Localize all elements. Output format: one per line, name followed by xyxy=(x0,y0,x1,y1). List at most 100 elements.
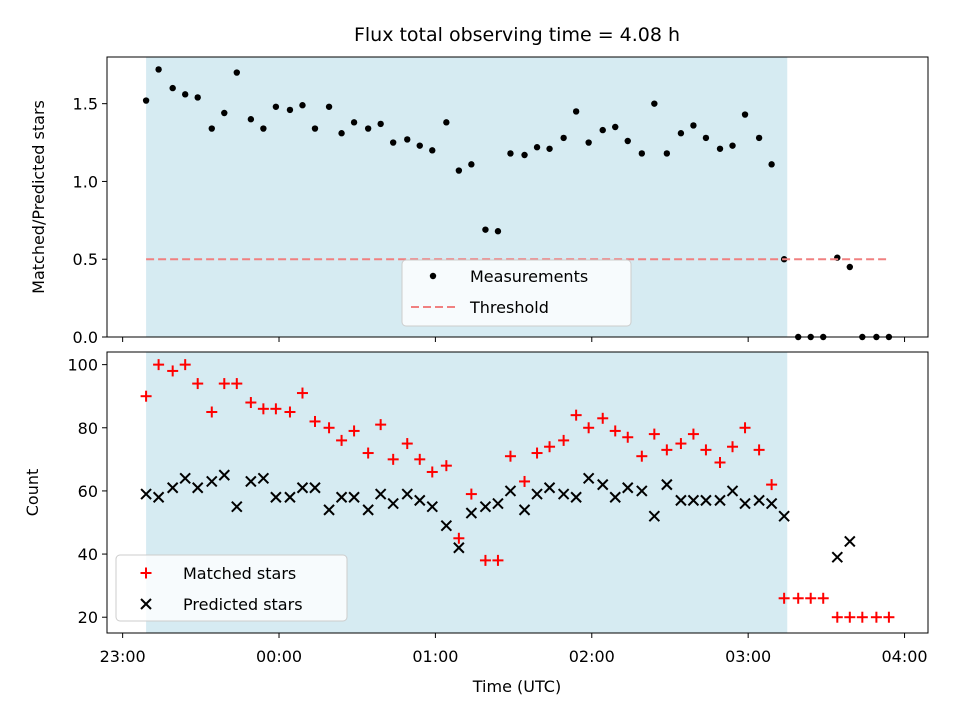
measurement-point xyxy=(299,102,306,109)
predicted-star-point xyxy=(609,491,621,503)
predicted-star-point xyxy=(206,475,218,488)
legend-label-predicted: Predicted stars xyxy=(183,595,303,614)
x-tick-label: 01:00 xyxy=(412,647,458,666)
matched-star-point xyxy=(727,441,739,453)
matched-star-point xyxy=(231,378,243,390)
predicted-star-point xyxy=(582,472,595,484)
measurement-point xyxy=(716,145,724,152)
matched-star-point xyxy=(323,422,335,434)
measurement-point xyxy=(364,125,372,132)
measurement-point xyxy=(404,136,411,143)
predicted-star-point xyxy=(661,478,673,491)
bottom-y-axis-label: Count xyxy=(23,469,42,517)
y-tick-label: 60 xyxy=(78,482,98,501)
matched-star-point xyxy=(257,403,269,415)
matched-star-point xyxy=(309,415,321,427)
predicted-star-point xyxy=(492,497,504,510)
predicted-star-point xyxy=(844,535,856,548)
measurement-point xyxy=(638,150,646,157)
measurement-point xyxy=(142,97,150,104)
predicted-star-point xyxy=(700,494,712,507)
predicted-star-point xyxy=(753,494,765,507)
measurement-point xyxy=(155,66,162,73)
predicted-star-point xyxy=(831,551,844,563)
predicted-star-point xyxy=(270,491,282,503)
matched-star-point xyxy=(648,428,660,440)
measurement-point xyxy=(702,134,710,142)
matched-star-point xyxy=(336,434,348,446)
measurement-point xyxy=(338,130,345,137)
measurement-point xyxy=(325,103,333,110)
matched-star-point xyxy=(153,359,165,371)
predicted-star-point xyxy=(348,491,360,503)
matched-star-point xyxy=(609,425,621,437)
matched-star-point xyxy=(739,422,751,434)
legend-swatch-matched xyxy=(140,567,152,579)
predicted-star-point xyxy=(597,478,609,491)
matched-star-point xyxy=(844,611,856,623)
measurement-point xyxy=(521,151,528,159)
predicted-star-point xyxy=(765,497,778,510)
measurement-point xyxy=(181,91,189,98)
measurement-point xyxy=(729,142,736,149)
x-axis-label: Time (UTC) xyxy=(472,677,561,696)
predicted-star-point xyxy=(140,488,152,500)
matched-star-point xyxy=(661,444,673,456)
y-tick-label: 0.5 xyxy=(73,250,98,269)
legend-swatch-predicted xyxy=(140,598,152,610)
predicted-star-point xyxy=(714,494,726,507)
chart-title: Flux total observing time = 4.08 h xyxy=(354,24,680,46)
bottom-legend: Matched stars Predicted stars xyxy=(115,554,348,622)
matched-star-point xyxy=(348,425,360,437)
matched-star-point xyxy=(192,378,204,390)
legend-box xyxy=(401,259,632,327)
matched-star-point xyxy=(531,447,543,459)
measurement-point xyxy=(846,263,854,271)
matched-star-point xyxy=(296,387,308,399)
predicted-star-point xyxy=(543,482,556,494)
predicted-star-point xyxy=(648,510,661,522)
legend-label-measurements: Measurements xyxy=(470,267,588,286)
measurement-point xyxy=(755,134,763,142)
measurement-point xyxy=(429,147,436,154)
matched-star-point xyxy=(805,592,817,604)
matched-star-point xyxy=(465,488,477,500)
matched-star-point xyxy=(753,444,765,456)
predicted-star-point xyxy=(152,491,165,503)
top-panel-ratio: 0.0 0.5 1.0 1.5 Matched/Predicted stars Mea… xyxy=(29,56,929,347)
predicted-star-point xyxy=(245,475,257,488)
top-axes-frame xyxy=(106,56,929,338)
measurement-point xyxy=(651,100,658,107)
predicted-star-point xyxy=(622,482,634,494)
measurement-point xyxy=(311,125,319,132)
measurement-point xyxy=(221,109,228,117)
matched-star-point xyxy=(426,466,438,478)
measurement-point xyxy=(247,116,255,123)
legend-label-matched: Matched stars xyxy=(183,564,296,583)
measurement-point xyxy=(416,142,423,149)
predicted-star-point xyxy=(323,504,335,516)
measurement-point xyxy=(690,122,697,129)
predicted-star-point xyxy=(374,488,387,500)
measurement-point xyxy=(663,150,671,157)
measurement-point xyxy=(585,139,592,146)
predicted-star-point xyxy=(362,504,374,516)
x-tick-label: 03:00 xyxy=(725,647,771,666)
predicted-star-point xyxy=(504,485,517,497)
y-tick-label: 1.5 xyxy=(73,95,98,114)
top-series-layer xyxy=(142,66,893,341)
measurement-point xyxy=(194,94,201,101)
top-legend: Measurements Threshold xyxy=(401,259,632,327)
predicted-star-point xyxy=(479,501,492,513)
measurement-point xyxy=(507,150,514,157)
matched-star-point xyxy=(375,419,387,431)
measurement-point xyxy=(272,103,280,110)
predicted-star-point xyxy=(296,482,309,494)
matched-star-point xyxy=(778,592,790,604)
y-tick-label: 40 xyxy=(78,545,98,564)
measurement-point xyxy=(389,139,397,146)
measurement-point xyxy=(208,125,215,132)
matched-star-point xyxy=(558,434,570,446)
matched-star-point xyxy=(206,406,218,418)
matched-star-point xyxy=(245,397,257,409)
